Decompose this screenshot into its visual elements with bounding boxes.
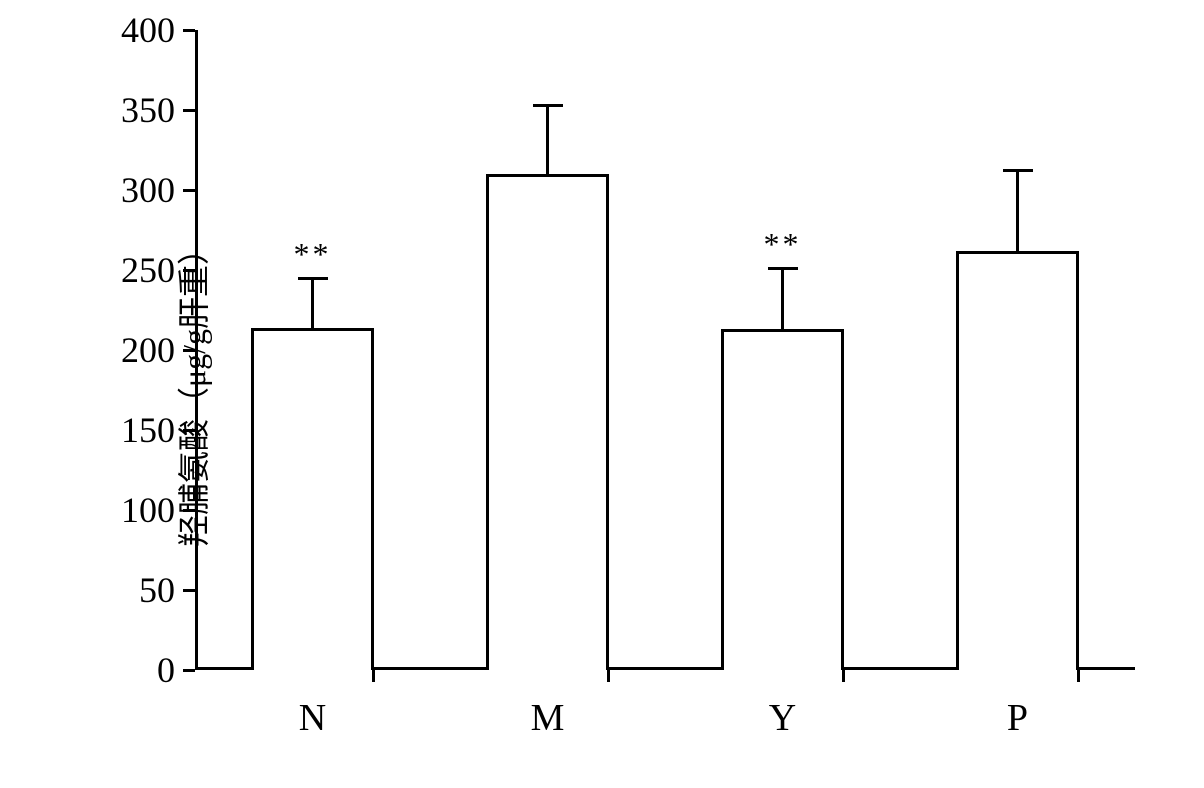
bar-chart: 羟脯氨酸（μg/g肝重） 050100150200250300350400 **… [60,20,1160,760]
x-tick [607,670,610,682]
error-cap [1003,169,1033,172]
error-cap [533,104,563,107]
bar [251,328,373,670]
y-tick [183,29,195,32]
bar [956,251,1078,670]
significance-marker: ** [294,236,332,273]
error-bar [781,268,784,329]
x-tick [842,670,845,682]
y-tick-label: 150 [105,409,175,451]
x-tick [1077,670,1080,682]
y-tick [183,669,195,672]
error-cap [768,267,798,270]
y-tick [183,589,195,592]
y-tick [183,189,195,192]
y-tick-label: 50 [105,569,175,611]
y-tick-label: 300 [105,169,175,211]
y-axis [195,30,198,670]
error-bar [1016,171,1019,251]
bar [486,174,608,670]
significance-marker: ** [764,226,802,263]
x-tick-label: Y [769,696,796,740]
y-tick-label: 200 [105,329,175,371]
y-tick-label: 350 [105,89,175,131]
y-tick-label: 100 [105,489,175,531]
y-tick-label: 250 [105,249,175,291]
error-cap [298,277,328,280]
x-tick-label: M [531,696,565,740]
plot-area: 050100150200250300350400 **** NMYP [195,30,1135,670]
bar [721,329,843,670]
error-bar [546,105,549,174]
error-bar [311,278,314,328]
y-tick-label: 400 [105,9,175,51]
y-tick [183,509,195,512]
x-tick-label: N [299,696,326,740]
y-tick [183,269,195,272]
y-tick [183,429,195,432]
x-tick-label: P [1007,696,1028,740]
y-tick-label: 0 [105,649,175,691]
x-tick [372,670,375,682]
y-tick [183,349,195,352]
y-tick [183,109,195,112]
